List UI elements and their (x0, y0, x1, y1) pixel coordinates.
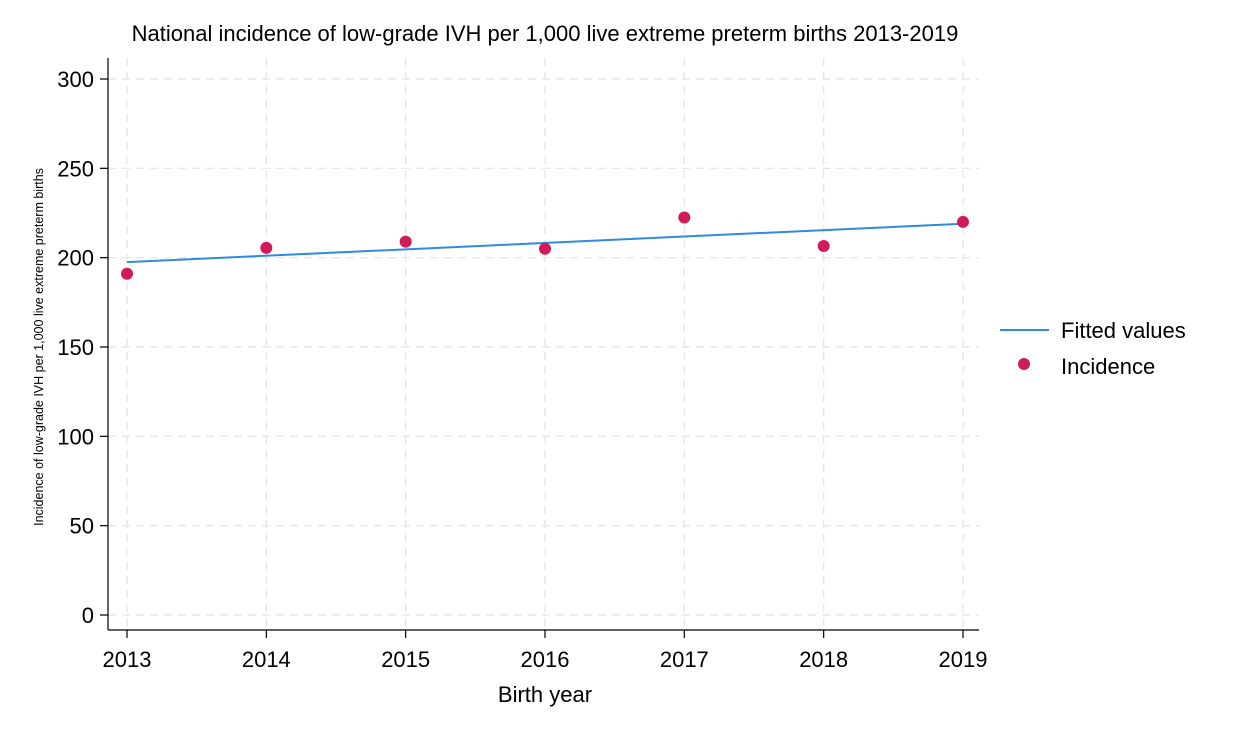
y-tick-label: 250 (57, 156, 94, 181)
y-axis-label: Incidence of low-grade IVH per 1,000 liv… (32, 168, 46, 526)
y-axis-ticks: 0 50 100 150 200 250 300 (57, 67, 108, 628)
y-tick-label: 50 (70, 514, 94, 539)
x-tick-label: 2019 (939, 647, 988, 672)
x-axis-label: Birth year (498, 682, 592, 707)
legend-label-fitted-values: Fitted values (1061, 318, 1186, 343)
x-tick-label: 2018 (799, 647, 848, 672)
y-tick-label: 0 (82, 603, 94, 628)
y-tick-label: 200 (57, 246, 94, 271)
axes (107, 58, 979, 631)
y-tick-label: 300 (57, 67, 94, 92)
x-tick-label: 2014 (242, 647, 291, 672)
incidence-point-2015 (399, 235, 412, 248)
legend-swatch-incidence (1018, 358, 1030, 370)
x-tick-label: 2016 (521, 647, 570, 672)
legend-label-incidence: Incidence (1061, 354, 1155, 379)
grid (108, 58, 979, 630)
incidence-point-2014 (260, 241, 273, 254)
legend: Fitted values Incidence (1000, 318, 1186, 379)
y-tick-label: 150 (57, 335, 94, 360)
incidence-point-2013 (121, 267, 133, 280)
chart-title: National incidence of low-grade IVH per … (132, 21, 959, 46)
x-tick-label: 2015 (381, 647, 430, 672)
incidence-point-2016 (539, 242, 551, 255)
incidence-point-2018 (817, 240, 830, 253)
y-tick-label: 100 (57, 424, 94, 449)
x-tick-label: 2017 (660, 647, 709, 672)
incidence-point-2019 (957, 215, 969, 228)
x-axis-ticks: 2013 2014 2015 2016 2017 2018 2019 (103, 630, 988, 672)
incidence-point-2017 (678, 211, 691, 224)
plot-area (121, 211, 969, 280)
x-tick-label: 2013 (103, 647, 152, 672)
